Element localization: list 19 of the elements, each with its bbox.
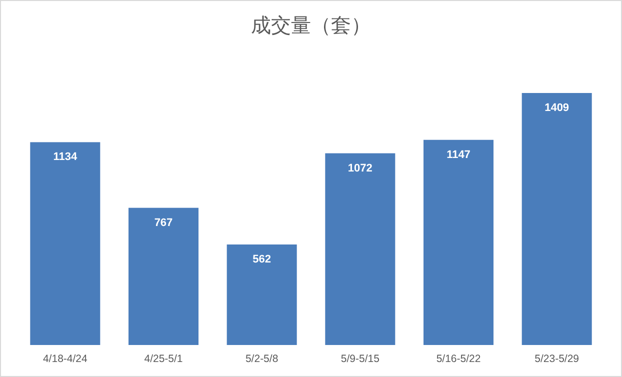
x-tick-label: 5/2-5/8 — [245, 353, 278, 365]
chart-title: 成交量（套） — [251, 15, 371, 37]
data-label: 1134 — [53, 151, 78, 164]
bar — [325, 153, 396, 345]
x-tick-label: 5/9-5/15 — [340, 353, 380, 365]
bar — [128, 208, 198, 345]
data-label: 1072 — [348, 162, 372, 174]
x-tick-label: 5/23-5/29 — [534, 353, 580, 365]
x-tick-label: 4/25-5/1 — [144, 353, 183, 365]
x-tick-label: 4/18-4/24 — [42, 353, 88, 365]
data-label: 1147 — [446, 148, 470, 161]
data-label: 767 — [154, 216, 173, 229]
bar — [226, 244, 297, 345]
bar — [522, 93, 592, 345]
bar — [30, 142, 100, 345]
x-tick-label: 5/16-5/22 — [436, 353, 481, 365]
bar — [424, 140, 494, 345]
data-label: 1409 — [544, 102, 570, 114]
data-label: 562 — [252, 253, 272, 266]
